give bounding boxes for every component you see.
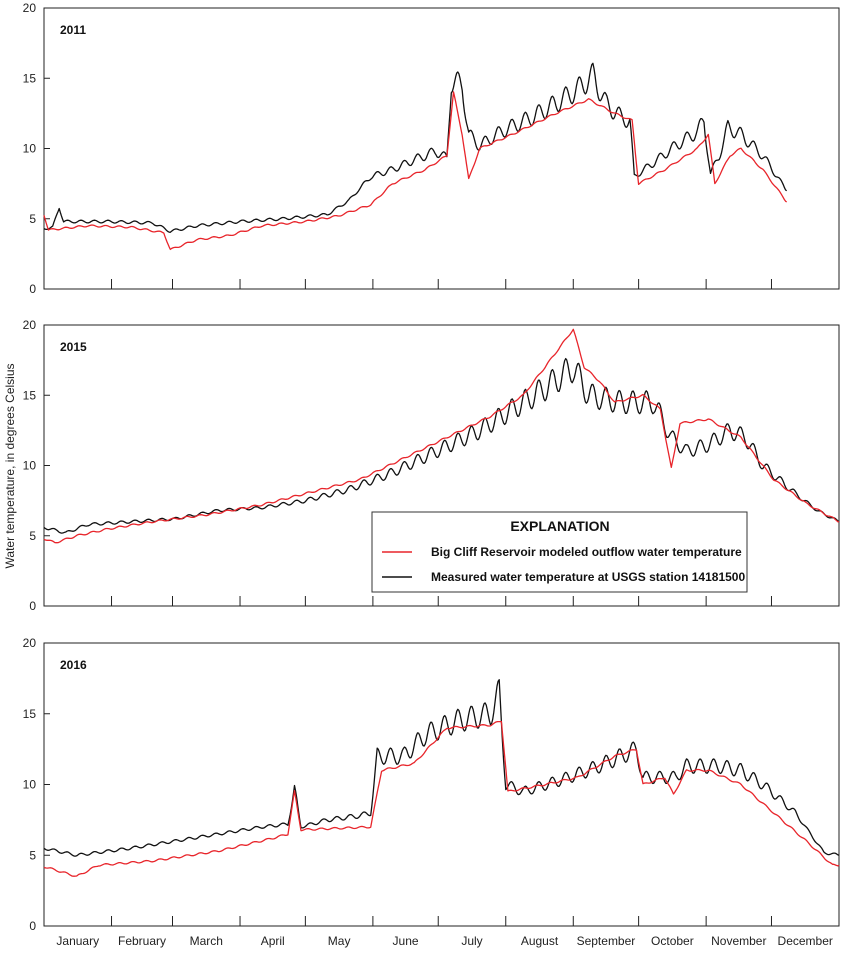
panel-year-label: 2015 — [60, 340, 87, 354]
y-tick-label: 5 — [29, 212, 36, 226]
panel-year-label: 2016 — [60, 658, 87, 672]
plot-frame — [43, 642, 840, 927]
series-modeled-line — [43, 91, 788, 251]
panel-year-label: 2011 — [60, 23, 86, 37]
x-tick-label-month: September — [577, 934, 636, 948]
x-tick-label-month: October — [651, 934, 694, 948]
x-tick-label-month: May — [328, 934, 351, 948]
y-tick-label: 10 — [23, 778, 37, 792]
panel-2011: 0 5 10 15 20 2011 — [23, 1, 840, 296]
x-tick-label-month: December — [778, 934, 833, 948]
x-tick-label-month: June — [393, 934, 419, 948]
legend: EXPLANATION Big Cliff Reservoir modeled … — [371, 511, 748, 593]
y-tick-label: 5 — [29, 848, 36, 862]
x-tick-label-month: January — [56, 934, 99, 948]
y-tick-label: 20 — [23, 1, 37, 15]
y-tick-label: 10 — [23, 142, 37, 156]
x-tick-label-month: November — [711, 934, 766, 948]
series-measured-line — [43, 357, 840, 534]
series-modeled-line — [43, 328, 840, 544]
x-tick-label-month: February — [118, 934, 166, 948]
legend-box — [371, 511, 748, 593]
series-measured-line — [43, 679, 840, 857]
y-tick-label: 15 — [23, 71, 37, 85]
y-tick-label: 20 — [23, 318, 37, 332]
x-tick-label-month: April — [261, 934, 285, 948]
legend-entry-measured: Measured water temperature at USGS stati… — [431, 570, 745, 584]
panel-2016: 0 5 10 15 20 2016 — [23, 636, 840, 933]
y-tick-label: 15 — [23, 388, 37, 402]
y-tick-label: 15 — [23, 707, 37, 721]
y-tick-label: 20 — [23, 636, 37, 650]
legend-entry-modeled: Big Cliff Reservoir modeled outflow wate… — [431, 545, 742, 559]
y-tick-label: 0 — [29, 599, 36, 613]
plot-frame — [43, 7, 840, 290]
x-tick-label-month: August — [521, 934, 559, 948]
series-measured-line — [43, 62, 788, 233]
y-axis-label: Water temperature, in degrees Celsius — [3, 364, 17, 569]
y-tick-label: 10 — [23, 459, 37, 473]
y-tick-label: 0 — [29, 919, 36, 933]
y-tick-label: 0 — [29, 282, 36, 296]
legend-title: EXPLANATION — [510, 518, 609, 534]
x-tick-label-month: July — [461, 934, 482, 948]
panel-2015: 0 5 10 15 20 2015 — [23, 318, 840, 613]
x-tick-label-month: March — [190, 934, 223, 948]
series-modeled-line — [43, 720, 840, 877]
y-tick-label: 5 — [29, 529, 36, 543]
